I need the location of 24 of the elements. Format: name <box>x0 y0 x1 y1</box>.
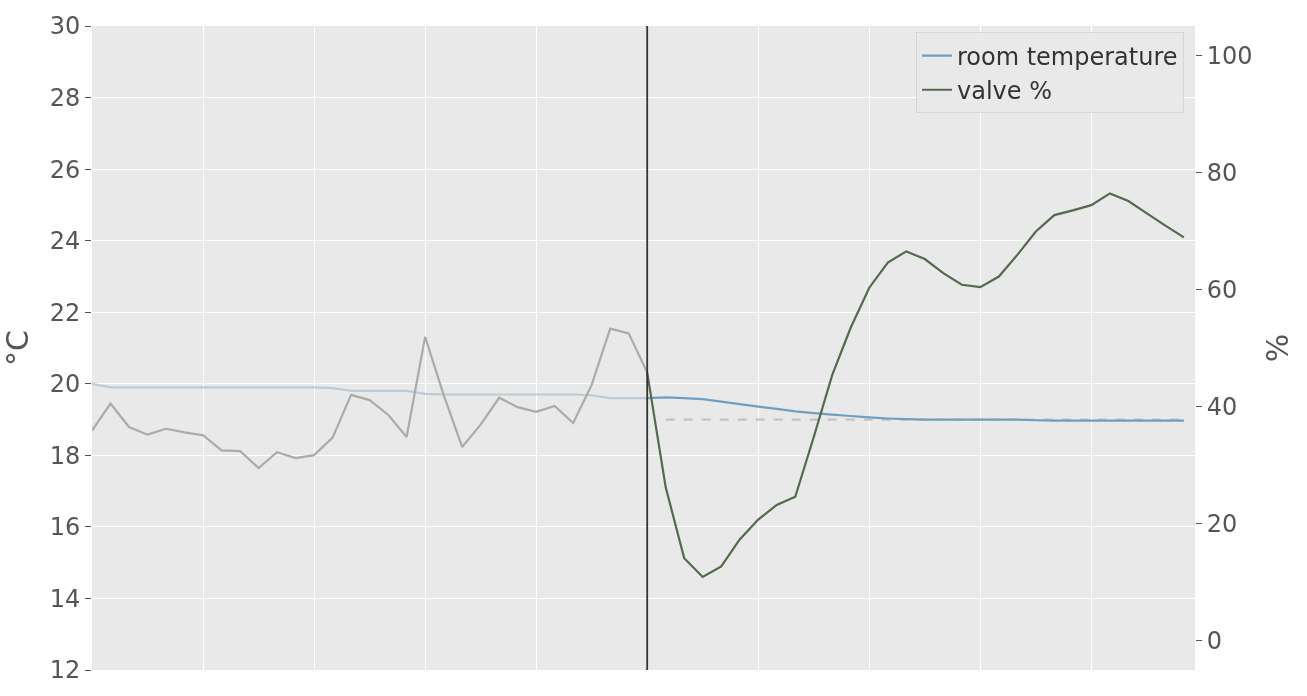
line-series <box>92 327 649 470</box>
y-tick-label: 18 <box>49 441 81 470</box>
y2-tick-label: 60 <box>1206 275 1238 304</box>
legend-label: valve % <box>956 77 1052 106</box>
y-tick-label: 12 <box>49 656 81 685</box>
y-tick-label: 28 <box>49 83 81 112</box>
y2-tick-label: 0 <box>1206 627 1223 656</box>
y2-axis-title: % <box>1260 333 1296 363</box>
line-series <box>92 382 649 400</box>
y2-tick-label: 80 <box>1206 158 1238 187</box>
y-tick-label: 26 <box>49 155 81 184</box>
line-series <box>646 192 1185 579</box>
y-axis-title: °C <box>0 330 35 366</box>
y-tick-label: 22 <box>49 298 81 327</box>
y-tick-label: 20 <box>49 370 81 399</box>
y-tick-label: 30 <box>49 12 81 41</box>
y-tick-label: 14 <box>49 584 81 613</box>
y2-tick-label: 20 <box>1206 510 1238 539</box>
y2-tick-label: 100 <box>1206 41 1253 70</box>
y-tick-label: 24 <box>49 227 81 256</box>
y-tick-label: 16 <box>49 513 81 542</box>
line-series <box>646 396 1185 422</box>
y2-tick-label: 40 <box>1206 392 1238 421</box>
legend-label: room temperature <box>956 42 1178 71</box>
